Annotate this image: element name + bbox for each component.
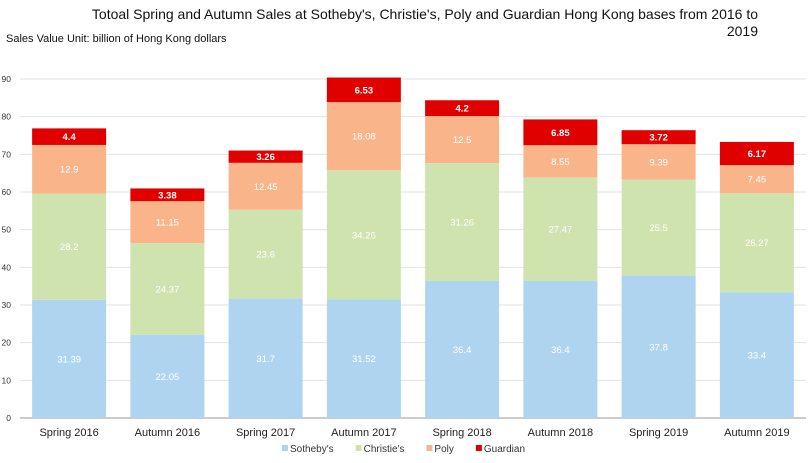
data-label: 12.9 (60, 165, 79, 176)
bar-segment (130, 201, 205, 244)
legend-swatch (426, 445, 433, 451)
y-tick-label: 30 (2, 300, 12, 310)
bar-segment (130, 188, 205, 202)
legend-label: Christie's (364, 444, 405, 455)
bar-segment (326, 299, 401, 418)
x-tick-label: Spring 2018 (432, 427, 491, 439)
data-label: 3.72 (649, 133, 668, 144)
bar-segment (32, 128, 107, 145)
data-label: 6.17 (748, 149, 767, 160)
bar-segment (523, 145, 598, 178)
bar-segment (130, 243, 205, 335)
bar-segment (228, 150, 303, 163)
chart-subtitle: Sales Value Unit: billion of Hong Kong d… (6, 33, 227, 45)
data-label: 6.53 (355, 85, 374, 96)
bar-segment (326, 77, 401, 103)
data-label: 23.6 (256, 250, 275, 261)
bar-segment (523, 119, 598, 146)
bar-segment (523, 280, 598, 418)
bar-segment (425, 280, 500, 418)
chart-title: Totoal Spring and Autumn Sales at Sotheb… (91, 6, 758, 39)
data-label: 28.2 (60, 242, 79, 253)
bar-segment (719, 165, 794, 194)
y-tick-label: 50 (2, 225, 12, 235)
y-tick-label: 40 (2, 262, 12, 272)
bar-segment (326, 102, 401, 171)
bar-segment (719, 193, 794, 293)
data-label: 24.37 (155, 285, 179, 296)
legend-label: Guardian (484, 444, 525, 455)
y-tick-label: 10 (2, 375, 12, 385)
data-label: 25.5 (649, 223, 668, 234)
x-tick-label: Autumn 2016 (135, 427, 200, 439)
data-label: 4.2 (456, 104, 469, 115)
bar-segment (621, 144, 696, 180)
bar-segment (32, 193, 107, 300)
legend-swatch (355, 445, 362, 451)
x-tick-label: Autumn 2019 (724, 427, 789, 439)
bar-segment (425, 116, 500, 164)
data-label: 3.26 (256, 152, 275, 163)
bar-segment (130, 334, 205, 418)
data-label: 7.45 (748, 175, 767, 186)
data-label: 6.85 (551, 128, 570, 139)
x-tick-label: Spring 2019 (629, 427, 688, 439)
data-label: 31.7 (256, 354, 275, 365)
data-label: 37.8 (649, 342, 668, 353)
data-label: 36.4 (453, 345, 472, 356)
bar-segment (621, 275, 696, 418)
bar-segment (326, 170, 401, 300)
data-label: 11.15 (156, 218, 179, 229)
bar-segment (228, 298, 303, 418)
data-label: 12.5 (453, 135, 472, 146)
x-tick-label: Autumn 2017 (331, 427, 396, 439)
data-label: 31.39 (57, 354, 81, 365)
y-tick-label: 60 (2, 187, 12, 197)
data-label: 31.52 (352, 354, 376, 365)
y-tick-label: 0 (6, 413, 11, 423)
bar-segment (719, 141, 794, 166)
y-tick-label: 90 (2, 74, 12, 84)
x-tick-label: Autumn 2018 (528, 427, 593, 439)
bar-segment (32, 299, 107, 418)
bar-segment (425, 163, 500, 281)
y-tick-label: 70 (2, 149, 12, 159)
data-label: 34.26 (352, 230, 376, 241)
legend-label: Poly (434, 444, 453, 455)
data-label: 31.26 (450, 218, 474, 229)
bar-segment (228, 162, 303, 210)
data-label: 4.4 (63, 132, 77, 143)
data-label: 9.39 (649, 157, 668, 168)
data-label: 36.4 (551, 345, 570, 356)
data-label: 18.08 (352, 132, 376, 143)
bar-segment (425, 100, 500, 117)
y-tick-label: 20 (2, 338, 12, 348)
bar-segment (621, 130, 696, 145)
data-label: 33.4 (748, 351, 767, 362)
legend-swatch (475, 445, 482, 451)
y-tick-label: 80 (2, 112, 12, 122)
x-tick-label: Spring 2017 (236, 427, 295, 439)
bar-segment (228, 209, 303, 299)
data-label: 8.55 (551, 157, 570, 168)
legend-label: Sotheby's (290, 444, 334, 455)
bar-segment (32, 144, 107, 194)
data-label: 3.38 (158, 190, 177, 201)
data-label: 12.45 (254, 182, 278, 193)
x-tick-label: Spring 2016 (39, 427, 98, 439)
bar-segment (621, 179, 696, 276)
bar-segment (523, 177, 598, 281)
data-label: 22.05 (155, 372, 179, 383)
legend-swatch (282, 445, 288, 451)
data-label: 26.27 (745, 238, 769, 249)
bar-segment (719, 292, 794, 418)
data-label: 27.47 (548, 225, 572, 236)
